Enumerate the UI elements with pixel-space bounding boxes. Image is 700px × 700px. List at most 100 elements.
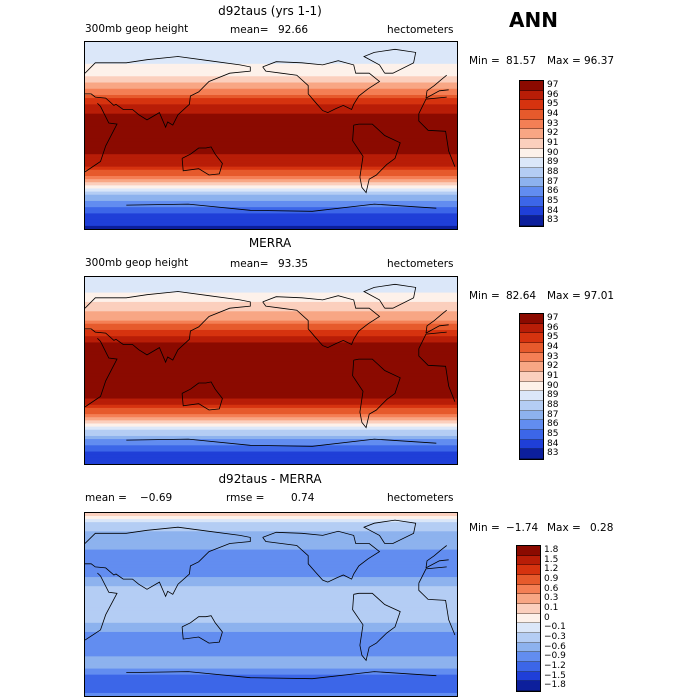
coastline [363,519,417,544]
colorbar-cell [517,575,540,585]
map-band [85,534,457,538]
map-band [85,574,457,578]
panel1-map [84,41,458,230]
panel3-rmse-label: rmse = [226,492,265,504]
map-band [85,386,457,390]
colorbar-cell [520,129,543,139]
map-band [85,98,457,102]
panel3-map-svg [85,513,457,696]
map-band [85,546,457,551]
map-band [85,91,457,96]
map-band [85,144,457,149]
colorbar-cell [517,633,540,643]
map-band [85,339,457,344]
colorbar-tick-label: 83 [547,215,559,226]
map-band [85,157,457,162]
map-band [85,442,457,446]
coastline [85,566,456,641]
colorbar-tick-label: 94 [547,109,559,119]
coastline [85,331,456,408]
map-band [85,194,457,199]
colorbar-tick-label: 1.5 [544,554,559,565]
colorbar-tick-label: 97 [547,313,559,323]
map-band [85,79,457,84]
colorbar-cell [520,439,543,450]
colorbar-cell [517,594,540,604]
map-band [85,351,457,356]
map-band [85,333,457,337]
map-band [85,314,457,319]
panel3-units: hectometers [387,492,454,504]
map-band [85,119,457,124]
colorbar-cell [520,372,543,382]
colorbar-cell [520,177,543,188]
map-band [85,376,457,381]
map-band [85,154,457,158]
colorbar-cell [520,420,543,430]
map-band [85,607,457,612]
map-band [85,301,457,306]
map-band [85,549,457,554]
panel2-mean-label: mean= [230,258,269,270]
panel1-units: hectometers [387,24,454,36]
colorbar-tick-label: 85 [547,196,559,206]
map-band [85,516,457,520]
map-band [85,200,457,205]
map-band [85,389,457,393]
colorbar-tick-label: 83 [547,448,559,459]
map-band [85,210,457,215]
map-band [85,225,457,229]
colorbar-tick-label: 1.2 [544,564,559,575]
map-band [85,73,457,77]
map-band [85,561,457,566]
map-band [85,123,457,127]
map-band [85,392,457,397]
colorbar-tick-label: 96 [547,89,559,100]
map-band [85,51,457,56]
colorbar-tick-label: −1.8 [544,680,566,691]
map-band [85,295,457,300]
map-band [85,379,457,384]
map-band [85,54,457,59]
map-band [85,414,457,418]
panel3-map [84,512,458,697]
map-band [85,160,457,165]
panel3-min-label: Min = [469,522,500,534]
map-band [85,169,457,174]
colorbar-tick-label: 96 [547,322,559,333]
map-band [85,448,457,453]
map-band [85,219,457,224]
map-band [85,113,457,118]
map-band [85,361,457,365]
colorbar-cell [520,430,543,440]
colorbar-tick-label: 87 [547,176,559,187]
map-band [85,329,457,334]
colorbar-cell [520,410,543,421]
map-band [85,647,457,651]
colorbar-tick-label: 0.3 [544,593,559,604]
map-band [85,662,457,667]
map-band [85,323,457,328]
panel2-colorbar: 97 96 95 94 93 92 91 90 89 88 87 86 85 84 83 [519,313,558,460]
colorbar-cell [520,449,543,459]
panel3-rmse-value: 0.74 [291,492,315,504]
colorbar-tick-label: 90 [547,147,559,158]
colorbar-tick-label: 94 [547,342,559,352]
map-band [85,336,457,340]
coastline [262,295,381,349]
map-band [85,308,457,312]
map-band [85,101,457,105]
coastline [85,96,456,173]
map-band [85,76,457,80]
panel3-title: d92taus - MERRA [218,472,322,486]
coastline [363,283,417,309]
panel3-mean-value: −0.69 [140,492,173,504]
map-band [85,665,457,670]
colorbar-tick-label: 86 [547,186,559,197]
map-band [85,650,457,654]
panel2-map-svg [85,277,457,464]
colorbar-cell [520,187,543,197]
map-band [85,373,457,378]
map-band [85,674,457,679]
map-band [85,677,457,682]
